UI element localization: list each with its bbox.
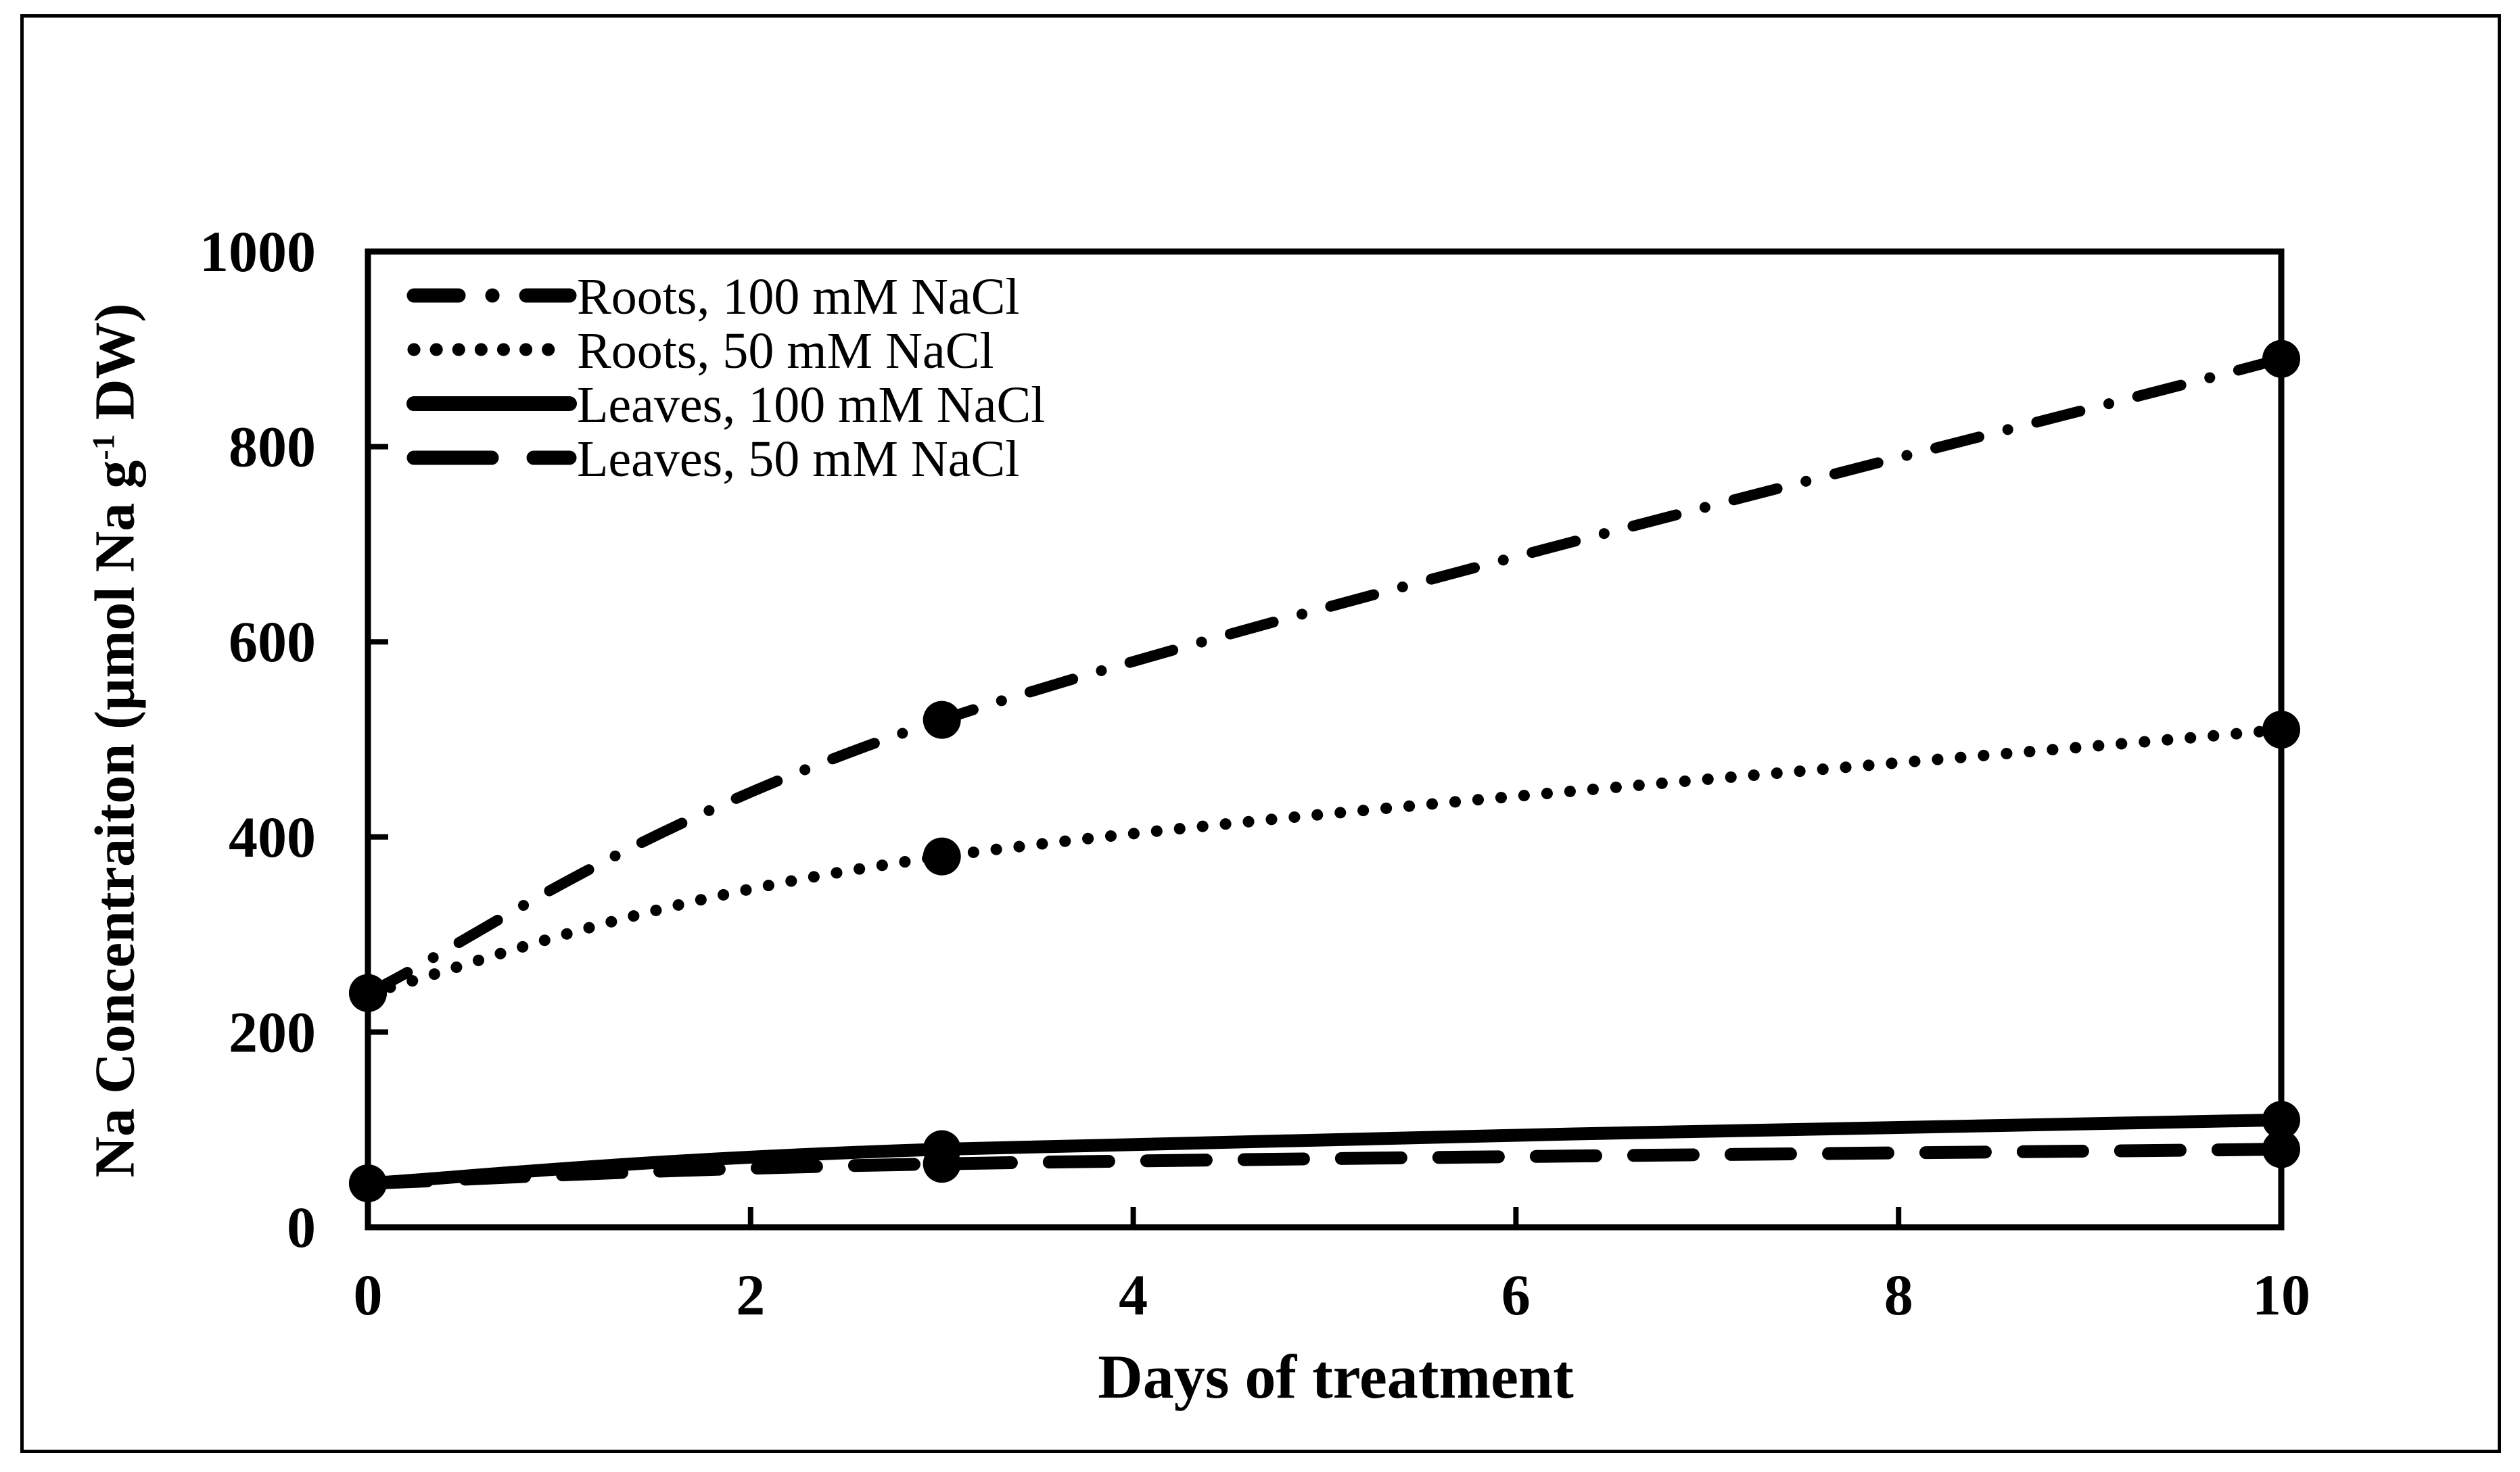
series-line-roots-50-mm-nacl (362, 723, 2287, 999)
data-point-leaves-50-mm-nacl-day-0 (349, 1164, 387, 1203)
y-tick-label: 0 (287, 1195, 316, 1260)
series-line-roots-100-mm-nacl (363, 353, 2287, 999)
figure-border (20, 14, 2501, 1453)
x-tick-label: 10 (2252, 1262, 2310, 1327)
data-point-leaves-100-mm-nacl-day-10 (2262, 1101, 2300, 1139)
x-tick-label: 8 (1884, 1262, 1913, 1327)
x-tick-label: 2 (736, 1262, 765, 1327)
y-tick-label: 600 (229, 609, 316, 674)
y-axis-title: Na Concentraiton (µmol Na g-1 DW) (83, 303, 148, 1177)
y-axis-title-unit: DW) (83, 303, 147, 435)
y-tick-label: 200 (229, 999, 316, 1064)
legend-label-roots-50-mm-nacl: Roots, 50 mM NaCl (577, 323, 994, 379)
series-line-leaves-50-mm-nacl (361, 1143, 2288, 1190)
legend-label-roots-100-mm-nacl: Roots, 100 mM NaCl (577, 268, 1020, 325)
data-point-roots-50-mm-nacl-day-0 (349, 974, 387, 1012)
legend-label-leaves-100-mm-nacl: Leaves, 100 mM NaCl (577, 377, 1045, 433)
x-tick-label: 4 (1119, 1262, 1148, 1327)
y-tick-label: 1000 (200, 219, 316, 284)
data-point-leaves-50-mm-nacl-day-3 (923, 1145, 961, 1183)
data-point-roots-50-mm-nacl-day-10 (2262, 711, 2300, 749)
chart-generated-content: 0 200 400 600 800 1000 0 2 4 6 8 10 Roots, 100 mM Na… (200, 219, 2310, 1327)
y-axis-title-text: Na Concentraiton (µmol Na g (83, 460, 147, 1178)
x-tick-label: 6 (1501, 1262, 1531, 1327)
y-tick-label: 400 (229, 805, 316, 870)
data-point-leaves-50-mm-nacl-day-10 (2262, 1130, 2300, 1168)
y-axis-title-superscript: -1 (86, 434, 121, 460)
data-point-roots-100-mm-nacl-day-3 (923, 701, 961, 739)
data-point-roots-100-mm-nacl-day-10 (2262, 339, 2300, 378)
data-point-roots-50-mm-nacl-day-3 (923, 837, 961, 876)
y-tick-label: 800 (229, 414, 316, 479)
x-axis-title: Days of treatment (1098, 1342, 1574, 1411)
legend-label-leaves-50-mm-nacl: Leaves, 50 mM NaCl (577, 431, 1019, 488)
x-tick-label: 0 (354, 1262, 383, 1327)
